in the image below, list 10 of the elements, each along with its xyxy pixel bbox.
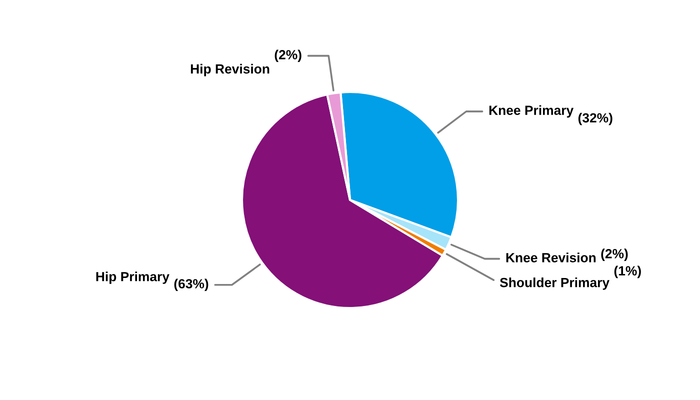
data-label: (32%) bbox=[578, 112, 612, 126]
data-label: (2%) bbox=[274, 50, 302, 62]
slice-label: Knee Revision bbox=[506, 252, 596, 262]
slice-label: Shoulder Primary bbox=[500, 278, 610, 290]
data-label: (2%) bbox=[601, 248, 628, 261]
slice-label: Hip Revision bbox=[190, 64, 270, 76]
slice-label: Knee Primary bbox=[489, 105, 574, 118]
slice-label: Hip Primary bbox=[96, 272, 170, 284]
data-label: (1%) bbox=[614, 266, 641, 278]
data-label: (63%) bbox=[174, 278, 208, 292]
